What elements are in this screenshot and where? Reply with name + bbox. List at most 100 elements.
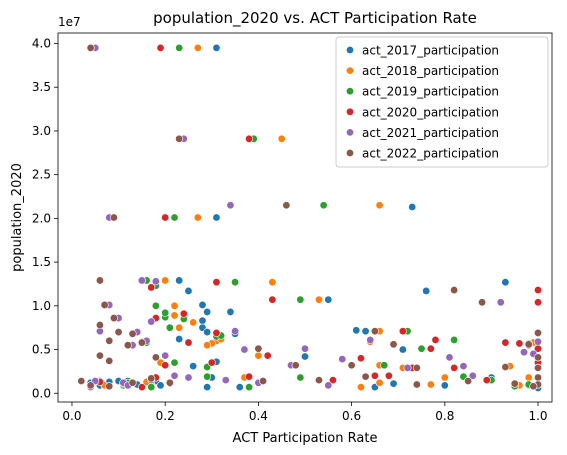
data-point xyxy=(184,286,193,295)
series-act_2022_participation xyxy=(77,43,543,391)
data-point xyxy=(95,321,104,330)
data-point xyxy=(189,362,198,371)
y-tick-label: 3.0 xyxy=(32,124,51,138)
data-point xyxy=(170,358,179,367)
x-tick-label: 1.0 xyxy=(528,409,547,423)
x-axis-ticks: 0.0 0.2 0.4 0.6 0.8 1.0 xyxy=(62,402,548,423)
data-point xyxy=(165,323,174,332)
data-point xyxy=(198,300,207,309)
y-tick-label: 0.0 xyxy=(32,386,51,400)
data-point xyxy=(300,344,309,353)
data-point xyxy=(268,295,277,304)
data-point xyxy=(384,371,393,380)
data-point xyxy=(170,371,179,380)
data-point xyxy=(398,345,407,354)
data-point xyxy=(361,327,370,336)
data-point xyxy=(175,335,184,344)
data-point xyxy=(156,381,165,390)
data-point xyxy=(86,381,95,390)
data-point xyxy=(161,276,170,285)
data-point xyxy=(165,378,174,387)
data-point xyxy=(268,278,277,287)
data-point xyxy=(245,372,254,381)
data-point xyxy=(375,378,384,387)
y-tick-label: 3.5 xyxy=(32,80,51,94)
data-point xyxy=(198,316,207,325)
data-point xyxy=(100,300,109,309)
data-point xyxy=(450,286,459,295)
data-point xyxy=(245,383,254,392)
data-point xyxy=(426,380,435,389)
data-point xyxy=(450,363,459,372)
data-point xyxy=(450,335,459,344)
data-point xyxy=(403,363,412,372)
data-point xyxy=(147,283,156,292)
data-point xyxy=(254,344,263,353)
data-point xyxy=(412,380,421,389)
data-point xyxy=(212,278,221,287)
legend-marker xyxy=(345,128,354,137)
x-tick-label: 0.6 xyxy=(342,409,361,423)
data-point xyxy=(184,338,193,347)
data-point xyxy=(440,373,449,382)
data-point xyxy=(375,201,384,210)
data-point xyxy=(319,201,328,210)
data-point xyxy=(161,308,170,317)
data-point xyxy=(175,276,184,285)
legend-marker xyxy=(345,107,354,116)
legend-label: act_2021_participation xyxy=(362,126,499,140)
data-point xyxy=(86,43,95,52)
chart-title: population_2020 vs. ACT Participation Ra… xyxy=(153,9,477,28)
x-axis-label: ACT Participation Rate xyxy=(233,431,378,446)
legend-label: act_2019_participation xyxy=(362,85,499,99)
legend-marker xyxy=(345,149,354,158)
data-point xyxy=(240,345,249,354)
x-tick-label: 0.0 xyxy=(62,409,81,423)
data-point xyxy=(300,352,309,361)
data-point xyxy=(179,309,188,318)
data-point xyxy=(193,43,202,52)
data-point xyxy=(184,373,193,382)
data-point xyxy=(203,328,212,337)
y-axis-ticks: 0.0 0.5 1.0 1.5 2.0 2.5 3.0 3.5 4.0 xyxy=(32,36,58,400)
data-point xyxy=(221,376,230,385)
data-point xyxy=(482,376,491,385)
data-point xyxy=(170,301,179,310)
data-point xyxy=(259,377,268,386)
data-point xyxy=(314,295,323,304)
legend-marker xyxy=(345,66,354,75)
data-point xyxy=(389,379,398,388)
data-point xyxy=(534,298,543,307)
data-point xyxy=(426,344,435,353)
data-point xyxy=(77,377,86,386)
data-point xyxy=(147,317,156,326)
data-point xyxy=(156,43,165,52)
data-point xyxy=(510,379,519,388)
data-point xyxy=(175,43,184,52)
data-point xyxy=(338,355,347,364)
data-point xyxy=(459,362,468,371)
data-point xyxy=(440,381,449,390)
data-point xyxy=(291,361,300,370)
data-point xyxy=(534,373,543,382)
data-point xyxy=(501,338,510,347)
data-point xyxy=(95,351,104,360)
y-tick-label: 2.5 xyxy=(32,168,51,182)
data-point xyxy=(151,353,160,362)
data-point xyxy=(352,326,361,335)
data-point xyxy=(534,328,543,337)
data-point xyxy=(235,383,244,392)
legend-label: act_2022_participation xyxy=(362,147,499,161)
data-point xyxy=(314,376,323,385)
data-point xyxy=(137,383,146,392)
data-point xyxy=(370,327,379,336)
data-point xyxy=(324,295,333,304)
data-point xyxy=(478,298,487,307)
data-point xyxy=(361,372,370,381)
data-point xyxy=(114,328,123,337)
data-point xyxy=(356,354,365,363)
data-point xyxy=(296,373,305,382)
data-point xyxy=(147,383,156,392)
data-point xyxy=(226,307,235,316)
